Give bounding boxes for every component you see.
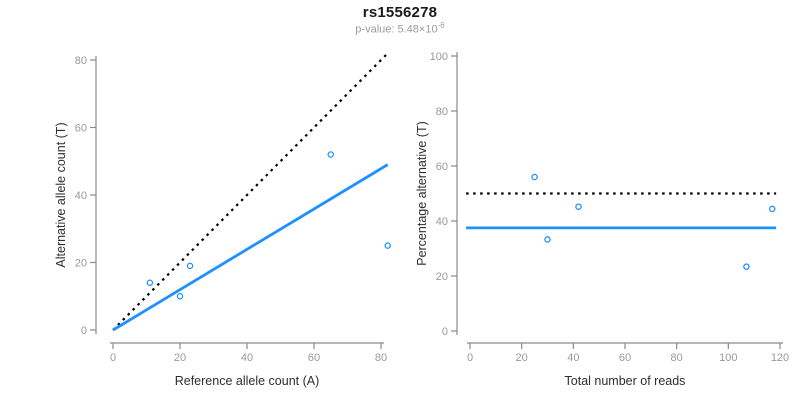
identity-line bbox=[112, 52, 389, 331]
data-point bbox=[384, 242, 391, 249]
x-tick-label: 0 bbox=[467, 352, 473, 364]
x-tick-label: 40 bbox=[567, 352, 579, 364]
y-tick-label: 20 bbox=[436, 271, 448, 283]
y-tick-label: 0 bbox=[442, 326, 448, 338]
y-axis-title: Percentage alternative (T) bbox=[415, 121, 429, 266]
x-tick-label: 20 bbox=[516, 352, 528, 364]
y-tick-label: 100 bbox=[430, 51, 448, 63]
y-tick-label: 60 bbox=[75, 123, 87, 135]
x-tick-label: 20 bbox=[174, 352, 186, 364]
x-axis-title: Reference allele count (A) bbox=[175, 374, 320, 388]
data-point bbox=[743, 263, 750, 270]
fit-line bbox=[112, 163, 389, 332]
data-point bbox=[575, 203, 582, 210]
pvalue-exponent: -6 bbox=[437, 21, 445, 30]
y-tick-label: 0 bbox=[81, 325, 87, 337]
data-point bbox=[768, 205, 776, 213]
x-tick-label: 120 bbox=[771, 352, 789, 364]
data-point bbox=[544, 236, 551, 243]
x-tick-label: 60 bbox=[308, 352, 320, 364]
data-point bbox=[531, 173, 538, 181]
x-tick-label: 100 bbox=[719, 352, 737, 364]
pvalue-text: p-value: 5.48×10 bbox=[355, 23, 438, 36]
x-tick-label: 0 bbox=[110, 352, 116, 364]
allele-counts-scatter: 0 20 40 60 80 0 20 40 60 80 Reference allele count… bbox=[54, 52, 391, 388]
y-tick-label: 40 bbox=[75, 190, 87, 202]
y-axis-title: Alternative allele count (T) bbox=[54, 122, 68, 267]
data-point bbox=[327, 151, 334, 158]
x-tick-label: 60 bbox=[619, 352, 631, 364]
y-tick-label: 60 bbox=[436, 161, 448, 173]
x-axis-title: Total number of reads bbox=[565, 374, 686, 388]
figure-title: rs1556278 bbox=[362, 4, 438, 21]
y-tick-label: 20 bbox=[75, 258, 87, 270]
x-tick-label: 80 bbox=[671, 352, 683, 364]
percentage-vs-reads-scatter: 0 20 40 60 80 100 0 20 40 60 80 100 120 Total number … bbox=[415, 51, 789, 388]
data-point bbox=[176, 292, 184, 300]
x-tick-label: 40 bbox=[241, 352, 253, 364]
y-tick-label: 80 bbox=[436, 106, 448, 118]
data-point bbox=[186, 262, 194, 270]
y-tick-label: 40 bbox=[436, 216, 448, 228]
x-tick-label: 80 bbox=[375, 352, 387, 364]
y-tick-label: 80 bbox=[75, 55, 87, 67]
figure-subtitle: p-value: 5.48×10-6 bbox=[0, 21, 800, 36]
data-point bbox=[146, 279, 154, 286]
